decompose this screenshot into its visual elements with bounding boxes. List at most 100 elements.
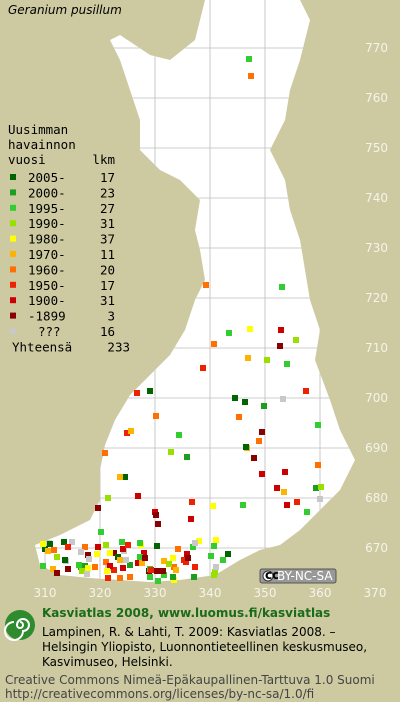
legend-swatch [10, 235, 16, 242]
legend: Uusimman havainnon vuosi lkm 2005- 17 2000… [8, 122, 130, 354]
legend-swatch [10, 312, 16, 319]
y-tick-label: 760 [365, 91, 388, 105]
observation-square [62, 557, 68, 563]
observation-square [232, 395, 238, 401]
observation-square [161, 558, 167, 564]
observation-square [153, 512, 159, 518]
observation-square [139, 560, 145, 566]
legend-count: 17 [100, 170, 115, 185]
species-title: Geranium pusillum [8, 3, 122, 17]
observation-square [95, 505, 101, 511]
observation-square [256, 438, 262, 444]
observation-square [184, 454, 190, 460]
observation-square [242, 399, 248, 405]
observation-square [208, 553, 214, 559]
observation-square [189, 499, 195, 505]
observation-square [225, 551, 231, 557]
y-tick-label: 740 [365, 191, 388, 205]
legend-label: 1900- [28, 293, 66, 308]
observation-square [213, 537, 219, 543]
x-tick-label: 320 [89, 586, 112, 600]
observation-square [154, 543, 160, 549]
observation-square [127, 574, 133, 580]
observation-square [211, 543, 217, 549]
observation-square [123, 557, 129, 563]
observation-square [284, 502, 290, 508]
y-tick-label: 680 [365, 491, 388, 505]
observation-square [175, 546, 181, 552]
legend-swatch [10, 281, 16, 288]
observation-square [104, 568, 110, 574]
legend-count: 31 [100, 216, 115, 231]
observation-square [318, 484, 324, 490]
y-tick-label: 770 [365, 41, 388, 55]
observation-square [127, 562, 133, 568]
observation-square [279, 284, 285, 290]
observation-square [313, 485, 319, 491]
y-tick-label: 710 [365, 341, 388, 355]
observation-square [85, 565, 91, 571]
legend-swatch [10, 251, 16, 257]
observation-square [135, 560, 141, 566]
observation-square [294, 499, 300, 505]
y-tick-label: 750 [365, 141, 388, 155]
legend-heading: havainnon [8, 137, 76, 152]
observation-square [240, 502, 246, 508]
observation-square [191, 574, 197, 580]
license-text: Creative Commons Nimeä-Epäkaupallinen-Ta… [5, 673, 375, 687]
observation-square [51, 547, 57, 553]
observation-square [76, 562, 82, 568]
observation-square [220, 557, 226, 563]
observation-square [105, 575, 111, 581]
observation-square [293, 337, 299, 343]
observation-square [84, 571, 90, 577]
license-url: http://creativecommons.org/licenses/by-n… [5, 687, 314, 701]
observation-square [120, 546, 126, 552]
observation-square [211, 572, 217, 578]
observation-square [117, 575, 123, 581]
x-tick-label: 360 [309, 586, 332, 600]
observation-square [135, 493, 141, 499]
observation-square [261, 403, 267, 409]
observation-square [185, 555, 191, 561]
observation-square [160, 568, 166, 574]
observation-square [264, 357, 270, 363]
observation-square [315, 462, 321, 468]
observation-square [176, 432, 182, 438]
x-tick-label: 340 [199, 586, 222, 600]
y-tick-label: 690 [365, 441, 388, 455]
observation-square [155, 578, 161, 584]
observation-square [154, 568, 160, 574]
observation-square [54, 554, 60, 560]
observation-square [128, 428, 134, 434]
observation-square [284, 361, 290, 367]
legend-total: 233 [107, 339, 130, 354]
x-tick-label: 310 [34, 586, 57, 600]
observation-square [147, 388, 153, 394]
legend-label: ??? [38, 324, 61, 339]
legend-heading: vuosi [8, 152, 46, 167]
observation-square [111, 550, 117, 556]
observation-square [107, 563, 113, 569]
observation-square [245, 355, 251, 361]
observation-square [190, 544, 196, 550]
legend-label: 1950- [28, 278, 66, 293]
observation-square [170, 555, 176, 561]
observation-square [278, 327, 284, 333]
observation-square [94, 551, 100, 557]
observation-square [304, 509, 310, 515]
observation-square [107, 550, 113, 556]
legend-swatch [10, 189, 16, 196]
observation-square [281, 489, 287, 495]
observation-square [117, 474, 123, 480]
observation-square [61, 539, 67, 545]
y-tick-label: 730 [365, 241, 388, 255]
observation-square [119, 539, 125, 545]
observation-square [54, 570, 60, 576]
logo [4, 610, 35, 641]
observation-square [122, 474, 128, 480]
observation-square [161, 572, 167, 578]
observation-square [117, 557, 123, 563]
observation-square [315, 422, 321, 428]
legend-label: 1970- [28, 247, 66, 262]
